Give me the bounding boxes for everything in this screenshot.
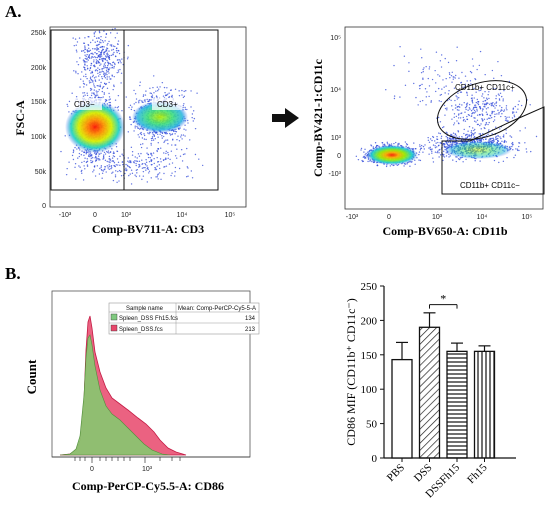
flow-plot-cd11b-cd11c: CD11b+ CD11c+ CD11b+ CD11c− 10⁵ 10⁴ 10³ … <box>311 26 545 238</box>
plot2-density-main <box>366 145 418 165</box>
histogram-ylabel: Count <box>24 359 39 394</box>
plot1-xlabel: Comp-BV711-A: CD3 <box>92 222 204 236</box>
gate-label-cd3neg: CD3− <box>74 100 95 109</box>
legend-swatch-dss <box>110 324 118 332</box>
gate-cd3pos <box>123 29 219 191</box>
bar-xtick-label: DSS <box>412 462 435 485</box>
bar-ytick-label: 0 <box>372 453 378 465</box>
plot1-ytick: 0 <box>42 203 46 210</box>
plot2-ytick: 10⁵ <box>330 35 341 42</box>
gate-label-cd3pos: CD3+ <box>157 100 178 109</box>
plot1-ytick: 100k <box>31 134 47 141</box>
plot1-yticks: 250k 200k 150k 100k 50k 0 <box>31 30 47 210</box>
legend-row-value: 134 <box>245 316 256 322</box>
flow-plot-cd3: CD3− CD3+ 250k 200k 150k 100k 50k 0 -10³… <box>13 26 247 236</box>
plot1-ytick: 50k <box>35 169 47 176</box>
legend-row-name: Spleen_DSS Fh15.fcs <box>119 316 178 322</box>
plot2-density-tail <box>444 141 512 159</box>
plot1-xtick: 10³ <box>121 212 132 219</box>
plot2-xtick: 0 <box>387 214 391 221</box>
plot2-ytick: 0 <box>337 153 341 160</box>
legend-row-value: 213 <box>245 327 256 333</box>
bar-fh15 <box>473 350 496 459</box>
bar-ytick-label: 250 <box>361 281 378 293</box>
bar-ylabel: CD86 MIF (CD11b⁺ CD11c⁻) <box>344 298 358 445</box>
plot1-xtick: 10⁵ <box>225 212 236 219</box>
plot1-density-cd3neg <box>65 101 125 153</box>
legend-row-name: Spleen_DSS.fcs <box>119 327 163 333</box>
bar-ytick-label: 200 <box>361 315 378 327</box>
plot1-xticks: -10³ 0 10³ 10⁴ 10⁵ <box>59 212 236 219</box>
plot1-xtick: 0 <box>93 212 97 219</box>
plot2-xtick: 10⁴ <box>477 214 488 221</box>
plot2-ytick: 10³ <box>331 135 342 142</box>
significance-bracket: * <box>429 292 458 309</box>
plot1-ytick: 150k <box>31 99 47 106</box>
plot2-xlabel: Comp-BV650-A: CD11b <box>382 224 507 238</box>
plot2-ytick: -10³ <box>329 171 342 178</box>
plot2-xtick: 10³ <box>432 214 443 221</box>
bar-pbs <box>391 358 413 459</box>
histogram-xticks <box>74 457 181 463</box>
bar-yticks: 0 50 100 150 200 250 <box>361 281 384 465</box>
bar-ytick-label: 50 <box>366 419 378 431</box>
gate-cd11b-cd11c-pos <box>436 80 528 140</box>
bar-xtick-label: Fh15 <box>465 461 490 486</box>
plot1-xtick: -10³ <box>59 212 72 219</box>
bar-dss <box>418 326 441 459</box>
legend-header-name: Sample name <box>126 306 164 312</box>
plot2-yticks: 10⁵ 10⁴ 10³ 0 -10³ <box>329 35 342 178</box>
plot2-frame <box>344 26 544 210</box>
plot2-xtick: -10³ <box>346 214 359 221</box>
histogram-dssfh15-curve <box>59 334 171 456</box>
bar-xtick-label: PBS <box>385 462 407 484</box>
histogram-xtick: 10³ <box>142 466 153 473</box>
panel-a-label: A. <box>5 2 22 21</box>
bar-ytick-label: 100 <box>361 384 378 396</box>
significance-star: * <box>440 292 446 306</box>
plot1-ylabel: FSC-A <box>13 100 27 136</box>
arrow-icon <box>272 108 299 128</box>
bar-ytick-label: 150 <box>361 350 378 362</box>
legend-swatch-dssfh15 <box>110 313 118 321</box>
histogram-xtick: 0 <box>90 466 94 473</box>
histogram-xlabel: Comp-PerCP-Cy5.5-A: CD86 <box>72 479 224 493</box>
histogram-legend: Sample name Mean: Comp-PerCP-Cy5-5-A Spl… <box>108 302 260 335</box>
plot1-xtick: 10⁴ <box>177 212 188 219</box>
bar-marks <box>391 312 496 459</box>
plot2-ytick: 10⁴ <box>330 87 341 94</box>
plot2-xticks: -10³ 0 10³ 10⁴ 10⁵ <box>346 214 533 221</box>
cd86-histogram: Sample name Mean: Comp-PerCP-Cy5-5-A Spl… <box>24 290 260 493</box>
plot1-ytick: 250k <box>31 30 47 37</box>
legend-header-mean: Mean: Comp-PerCP-Cy5-5-A <box>178 306 256 312</box>
plot1-ytick: 200k <box>31 65 47 72</box>
plot2-ylabel: Comp-BV421-1:CD11c <box>311 58 325 177</box>
gate-label-cd11c-neg: CD11b+ CD11c− <box>460 181 520 190</box>
gate-label-cd11c-pos: CD11b+ CD11c+ <box>455 83 515 92</box>
bar-dssfh15 <box>446 350 468 459</box>
plot2-xtick: 10⁵ <box>522 214 533 221</box>
panel-b-label: B. <box>5 264 21 283</box>
gate-cd11b-cd11c-neg <box>441 106 545 195</box>
